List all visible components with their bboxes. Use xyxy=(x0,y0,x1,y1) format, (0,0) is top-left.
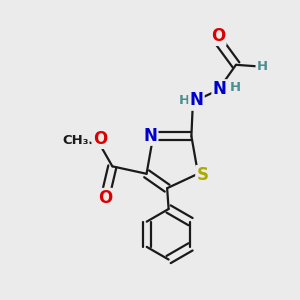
Text: H: H xyxy=(256,60,268,73)
Text: H: H xyxy=(230,81,241,94)
Text: O: O xyxy=(98,189,112,207)
Text: H: H xyxy=(179,94,190,107)
Text: O: O xyxy=(93,130,107,148)
Text: N: N xyxy=(190,92,203,110)
Text: O: O xyxy=(211,27,225,45)
Text: CH₃: CH₃ xyxy=(62,134,88,147)
Text: N: N xyxy=(213,80,226,98)
Text: N: N xyxy=(143,127,157,145)
Text: S: S xyxy=(196,166,208,184)
